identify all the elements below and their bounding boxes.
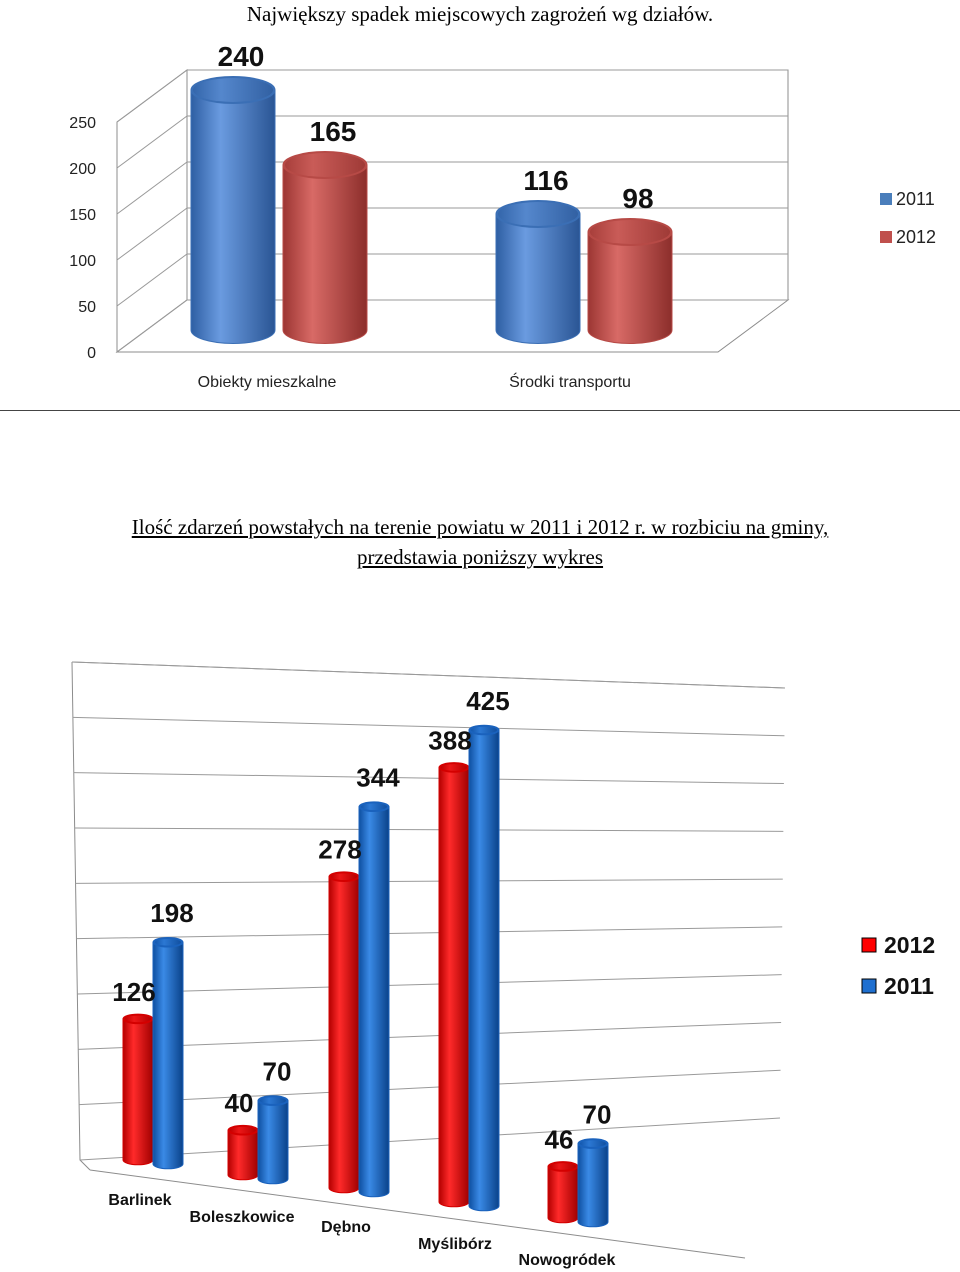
x-category-label: Myślibórz [418, 1236, 492, 1253]
chart2-x-axis: Barlinek Boleszkowice Dębno Myślibórz Nowogr… [108, 1192, 615, 1269]
y-tick-label: 250 [69, 115, 96, 132]
data-label: 70 [263, 1057, 292, 1087]
chart1-bars [190, 76, 673, 344]
legend-label: 2012 [896, 227, 936, 247]
bar-Obiekty mieszkalne-2012 [282, 151, 368, 344]
data-label: 240 [218, 41, 265, 72]
chart2-data-labels: 126 40 278 388 46 198 70 344 425 70 [112, 686, 611, 1154]
data-label: 165 [310, 116, 357, 147]
chart1-x-axis: Obiekty mieszkalne Środki transportu [198, 372, 631, 391]
chart2-bars [122, 724, 609, 1228]
legend-label: 2011 [884, 973, 934, 999]
legend-swatch [861, 978, 877, 994]
bar-Dębno-2011 [358, 801, 390, 1198]
chart2-legend: 2012 2011 [861, 932, 935, 999]
data-label: 98 [622, 183, 653, 214]
data-label: 198 [150, 898, 193, 928]
y-tick-label: 100 [69, 253, 96, 270]
chart2-plot-frame [71, 661, 786, 1259]
x-category-label: Boleszkowice [190, 1209, 295, 1226]
chart1-data-labels: 240 116 165 98 [218, 41, 654, 214]
data-label: 46 [545, 1124, 574, 1154]
data-label: 70 [583, 1100, 612, 1130]
data-label: 126 [112, 977, 155, 1007]
x-category-label: Nowogródek [519, 1252, 616, 1269]
data-label: 116 [523, 165, 568, 196]
bar-Środki transportu-2011 [495, 200, 581, 344]
chart1-heading: Największy spadek miejscowych zagrożeń w… [246, 2, 714, 26]
data-label: 425 [466, 686, 509, 716]
chart1-legend: 2011 2012 [880, 189, 936, 247]
intro-paragraph-line-2: przedstawia poniższy wykres [356, 545, 604, 569]
data-label: 344 [356, 763, 400, 793]
bar-Myślibórz-2012 [438, 762, 470, 1208]
bar-Obiekty mieszkalne-2011 [190, 76, 276, 344]
x-category-label: Środki transportu [509, 372, 631, 391]
bar-Środki transportu-2012 [587, 218, 673, 344]
chart-obiekty-srodki: 0 50 100 150 200 250 240 116 165 98 Obiekty mies… [69, 41, 936, 391]
y-tick-label: 150 [69, 207, 96, 224]
data-label: 388 [428, 725, 471, 755]
x-category-label: Barlinek [108, 1192, 171, 1209]
bar-Nowogródek-2012 [547, 1161, 579, 1224]
y-tick-label: 50 [78, 299, 96, 316]
bar-Barlinek-2011 [152, 936, 184, 1170]
chart1-y-axis: 0 50 100 150 200 250 [69, 115, 96, 362]
bar-Nowogródek-2011 [577, 1138, 609, 1228]
chart-gminy: 126 40 278 388 46 198 70 344 425 70 Barlinek Boles… [71, 661, 935, 1269]
bar-Myślibórz-2011 [468, 724, 500, 1212]
x-category-label: Dębno [321, 1219, 371, 1236]
legend-swatch [861, 937, 877, 953]
divider [0, 410, 960, 411]
y-tick-label: 0 [87, 345, 96, 362]
data-label: 278 [318, 835, 361, 865]
intro-paragraph-line-1: Ilość zdarzeń powstałych na terenie powi… [131, 515, 829, 539]
legend-label: 2012 [884, 932, 935, 958]
intro-paragraph: Ilość zdarzeń powstałych na terenie powi… [20, 512, 940, 572]
legend-swatch [880, 231, 892, 243]
x-category-label: Obiekty mieszkalne [198, 374, 337, 391]
legend-swatch [880, 193, 892, 205]
data-label: 40 [225, 1088, 254, 1118]
bar-Dębno-2012 [328, 871, 360, 1194]
y-tick-label: 200 [69, 161, 96, 178]
legend-label: 2011 [896, 189, 935, 209]
bar-Boleszkowice-2011 [257, 1095, 289, 1185]
bar-Boleszkowice-2012 [227, 1124, 259, 1181]
bar-Barlinek-2012 [122, 1013, 154, 1166]
